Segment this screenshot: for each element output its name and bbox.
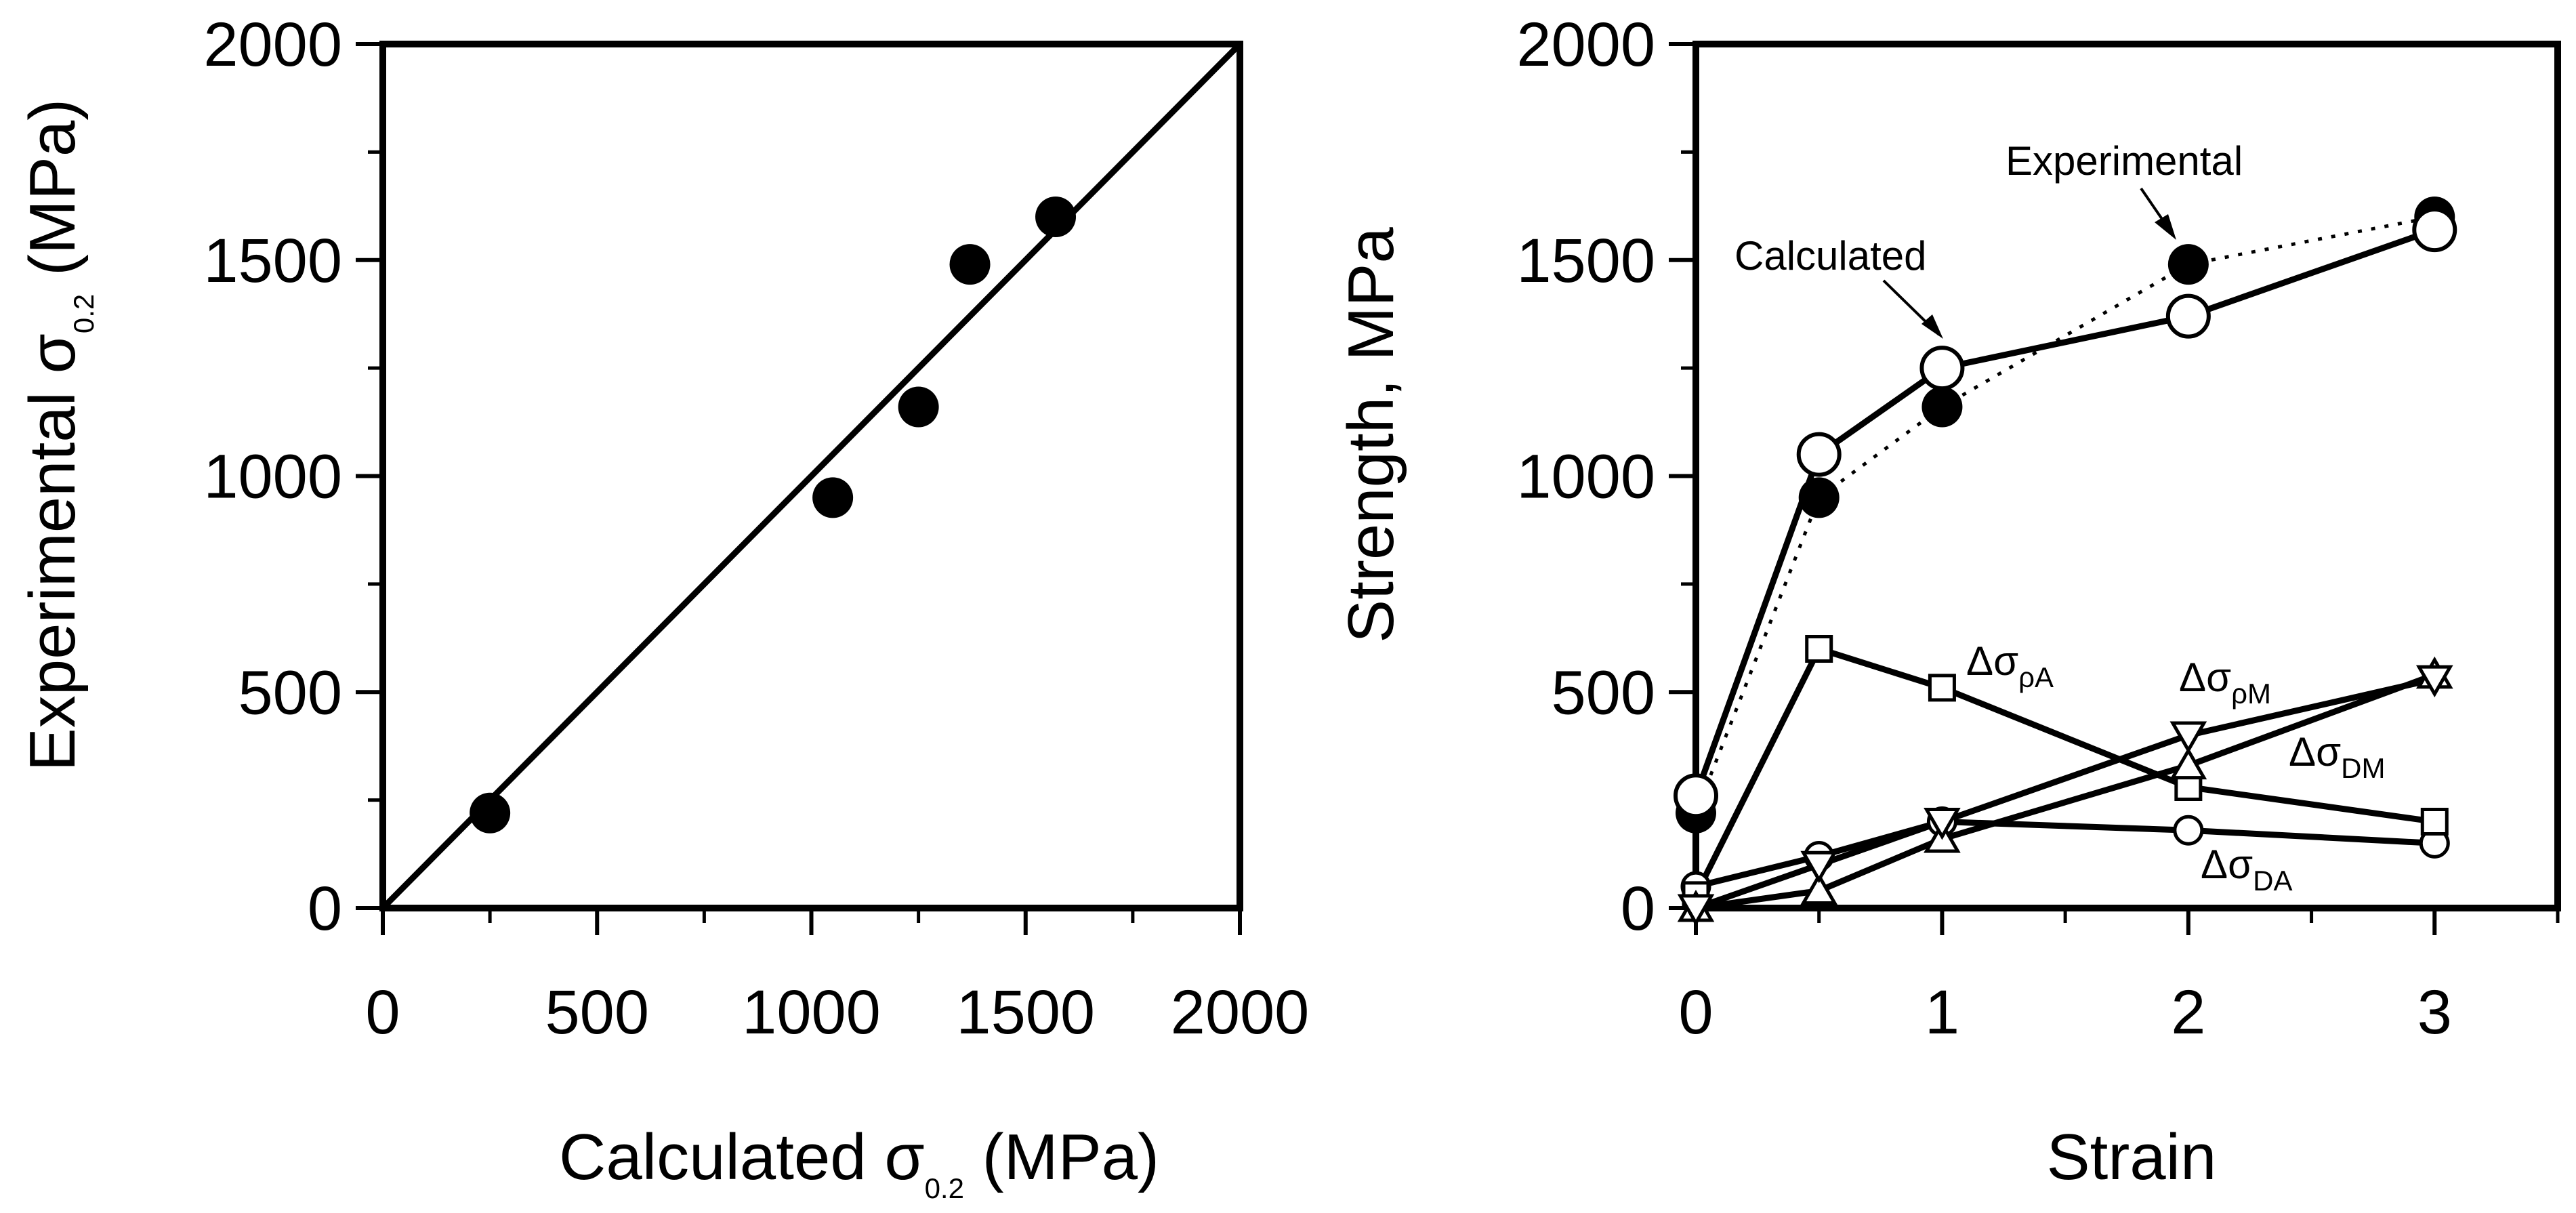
left-data-point (898, 386, 939, 428)
right-x-tick-label: 1 (1925, 978, 1959, 1047)
left-x-tick-label: 1500 (956, 978, 1095, 1047)
right-x-tick-label: 0 (1678, 978, 1713, 1047)
right-y-tick-label: 2000 (1516, 10, 1655, 79)
arrow-experimental-head (2155, 214, 2176, 240)
left-y-tick-label: 0 (308, 874, 342, 943)
series-point-calculated (1796, 432, 1842, 477)
left-y-tick-label: 2000 (203, 10, 342, 79)
left-reference-line (380, 41, 1243, 911)
right-x-axis-label: Strain (2047, 1121, 2217, 1193)
right-y-axis-label: Strength, MPa (1335, 227, 1407, 643)
left-x-tick-label: 0 (365, 978, 400, 1047)
series-point-rhoM (1924, 808, 1961, 840)
right-y-tick-label: 1000 (1516, 443, 1655, 512)
series-point-calculated (2165, 293, 2211, 339)
right-y-tick-label: 1500 (1516, 226, 1655, 295)
series-point-calculated (1674, 773, 1718, 819)
right-y-tick-label: 0 (1621, 874, 1655, 943)
series-point-rhoA (2420, 808, 2449, 836)
left-x-tick-label: 2000 (1171, 978, 1310, 1047)
series-point-rhoM (2415, 665, 2453, 698)
series-line-DM (1695, 672, 2436, 911)
left-x-tick-label: 500 (545, 978, 650, 1047)
right-y-tick-label: 500 (1552, 658, 1656, 727)
annotation-calculated: Calculated (1734, 233, 1927, 279)
left-y-tick-label: 1500 (203, 226, 342, 295)
strength-vs-strain-chart: 0 1 2 3 0 500 1000 1500 2000 Strain Strength, MP… (1335, 10, 2561, 1193)
left-data-point (812, 477, 854, 518)
left-data-point (470, 792, 511, 834)
left-data-point (949, 244, 991, 285)
right-x-tick-label: 3 (2417, 978, 2452, 1047)
left-y-axis-label: Experimental σ0.2 (MPa) (16, 99, 100, 772)
left-x-axis-label: Calculated σ0.2 (MPa) (559, 1121, 1159, 1204)
left-data-point (1035, 197, 1077, 237)
right-plot-area: 0 1 2 3 0 500 1000 1500 2000 (1516, 10, 2561, 1047)
series-point-experimental (2167, 244, 2209, 285)
annotation-DM: ΔσDM (2289, 729, 2385, 784)
series-point-DA (2173, 815, 2204, 846)
series-point-rhoA (1805, 635, 1833, 663)
left-x-tick-label: 1000 (742, 978, 881, 1047)
series-point-rhoM (1800, 850, 1838, 884)
annotation-rhoA: ΔσρA (1966, 638, 2054, 693)
annotation-rhoM: ΔσρM (2179, 655, 2271, 710)
series-point-DM (1800, 872, 1838, 905)
arrow-calculated-head (1921, 314, 1943, 339)
series-point-rhoM (2169, 721, 2207, 754)
series-point-rhoA (1928, 674, 1956, 702)
series-line-experimental (1694, 215, 2435, 814)
left-plot-area: 0 500 1000 1500 2000 0 500 1000 1500 2000 (203, 10, 1309, 1047)
series-point-experimental (1921, 386, 1963, 428)
series-point-rhoM (1677, 894, 1715, 927)
series-point-experimental (1798, 477, 1840, 518)
series-point-calculated (2412, 207, 2457, 253)
annotation-experimental: Experimental (2006, 138, 2243, 184)
annotation-DA: ΔσDA (2201, 842, 2292, 897)
left-y-tick-label: 500 (238, 658, 343, 727)
series-point-DM (2169, 747, 2207, 780)
calibration-chart: 0 500 1000 1500 2000 0 500 1000 1500 2000 Calcula… (16, 10, 1309, 1204)
left-y-tick-label: 1000 (203, 443, 342, 512)
right-x-tick-label: 2 (2171, 978, 2205, 1047)
series-point-calculated (1919, 346, 1965, 391)
